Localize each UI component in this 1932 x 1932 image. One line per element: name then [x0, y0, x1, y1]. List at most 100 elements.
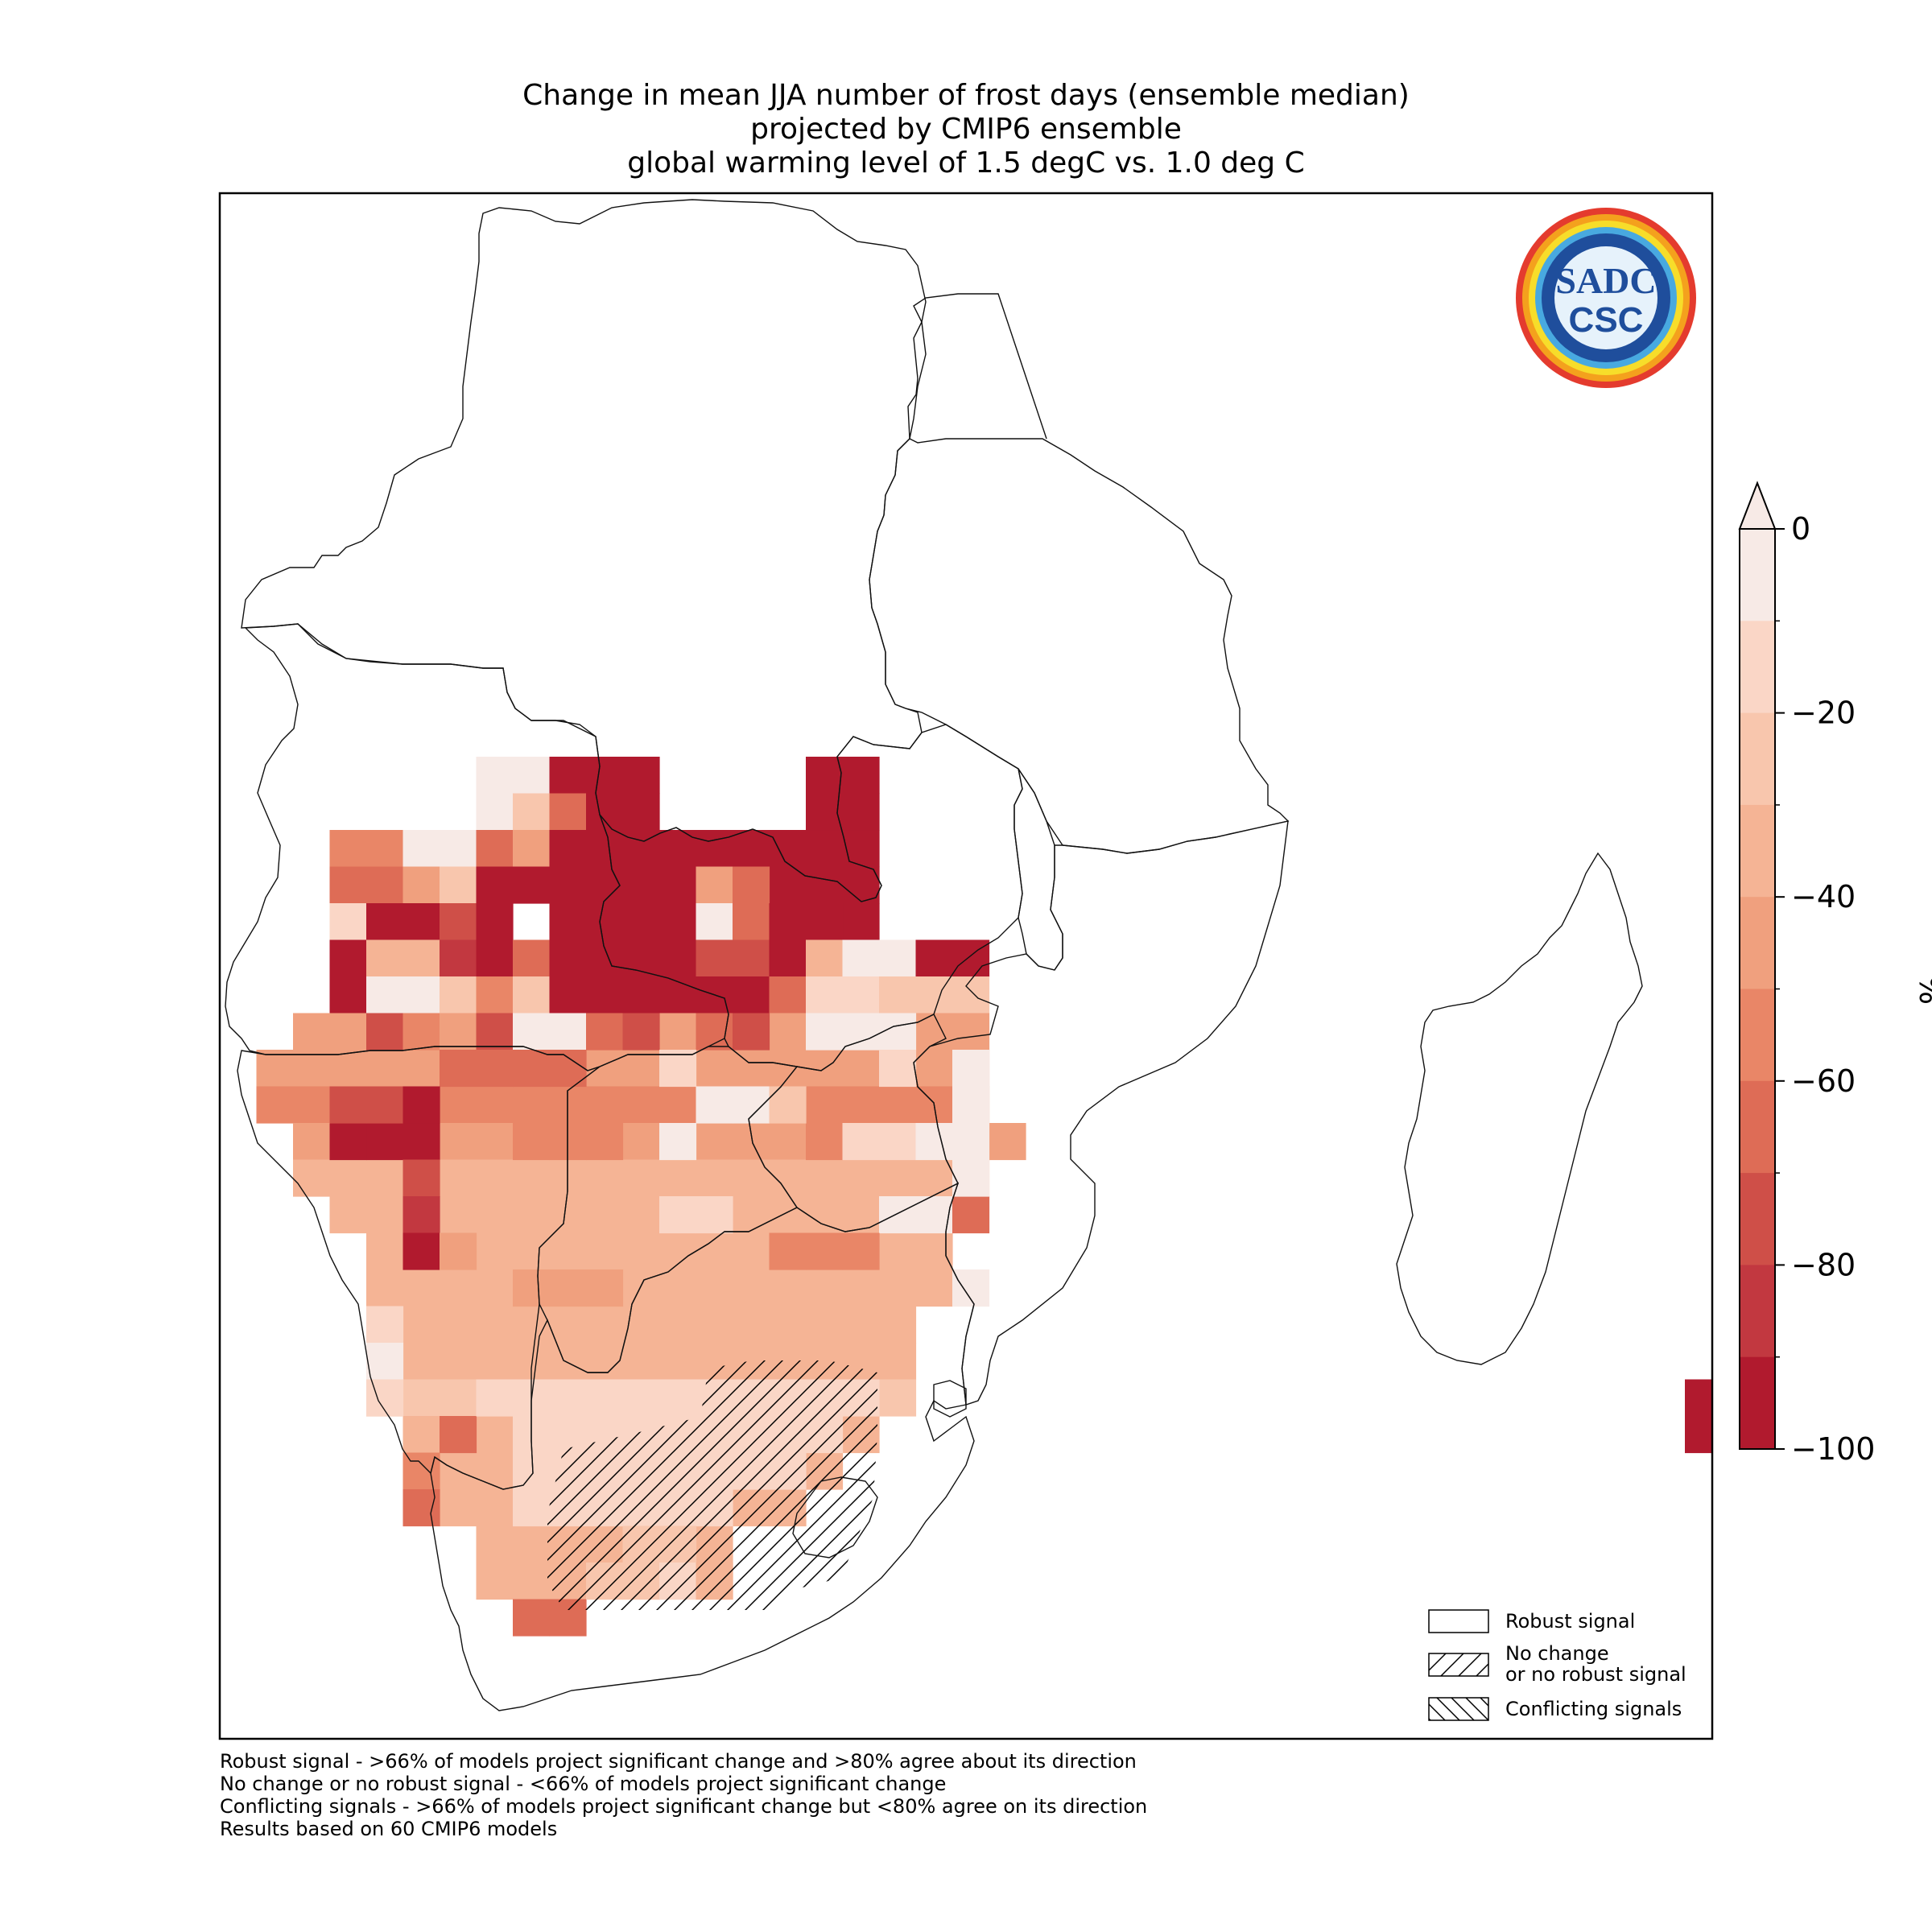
colorbar-segment [1740, 712, 1775, 806]
heatmap-cell [440, 1050, 477, 1088]
heatmap-cell [842, 793, 880, 831]
heatmap-cell [696, 1196, 733, 1234]
heatmap-cell [513, 1599, 551, 1637]
heatmap-cell [622, 757, 660, 795]
heatmap-cell [806, 939, 844, 977]
heatmap-cell [696, 1269, 733, 1307]
lesotho-outline [792, 1476, 878, 1558]
heatmap-cell [440, 1379, 477, 1417]
heatmap-cell [659, 1086, 697, 1124]
heatmap-cell [622, 1013, 660, 1051]
heatmap-cell [402, 903, 440, 941]
heatmap-cell [513, 1050, 551, 1088]
heatmap-cell [402, 1086, 440, 1124]
heatmap-cell [842, 1232, 880, 1270]
colorbar-tick-label: −100 [1791, 1431, 1875, 1467]
heatmap-cell [806, 757, 844, 795]
heatmap-cell [769, 1050, 807, 1088]
heatmap-cell [402, 939, 440, 977]
heatmap-cell [586, 1379, 624, 1417]
colorbar-segment [1740, 1173, 1775, 1265]
heatmap-cell [659, 1013, 697, 1051]
heatmap-cell [440, 1086, 477, 1124]
heatmap-cell [513, 793, 551, 831]
map-panel [220, 193, 1712, 1739]
heatmap-cell [402, 1343, 440, 1381]
heatmap-cell [440, 1232, 477, 1270]
heatmap-cell [402, 1159, 440, 1197]
heatmap-cell [659, 1196, 697, 1234]
no-robust-signal-hatch-area [547, 1360, 877, 1610]
legend-label-no-change-line2: or no robust signal [1505, 1663, 1686, 1686]
heatmap-cell [915, 1159, 953, 1197]
colorbar-tick-label: −80 [1791, 1247, 1856, 1282]
heatmap-cell [513, 1452, 551, 1490]
heatmap-cell [842, 1196, 880, 1234]
heatmap-cell [549, 1306, 587, 1344]
colorbar-segments [1740, 529, 1775, 1450]
colorbar-segment [1740, 621, 1775, 714]
south-africa-outline [430, 1182, 975, 1711]
colorbar-segment [1740, 1356, 1775, 1450]
heatmap-cell [696, 1050, 733, 1088]
heatmap-cell [586, 1306, 624, 1344]
heatmap-cell [879, 1159, 917, 1197]
heatmap-cell [879, 1269, 917, 1307]
heatmap-cell [549, 830, 587, 868]
heatmap-cell [402, 830, 440, 868]
heatmap-cell [806, 1013, 844, 1051]
heatmap-cell [842, 830, 880, 868]
heatmap-cell [769, 1123, 807, 1161]
heatmap-cell [476, 757, 514, 795]
map-frame [218, 192, 1714, 1740]
heatmap-cell [842, 1086, 880, 1124]
logo-mark-top: SADC [1555, 260, 1656, 301]
heatmap-cell [440, 866, 477, 904]
colorbar-segment [1740, 989, 1775, 1082]
heatmap-cell [586, 866, 624, 904]
heatmap-cell [733, 1013, 770, 1051]
heatmap-cell [806, 830, 844, 868]
country-borders [225, 199, 1643, 1711]
heatmap-cell [659, 1379, 697, 1417]
heatmap-cell [549, 1013, 587, 1051]
heatmap-cell [513, 757, 551, 795]
heatmap-cell [622, 903, 660, 941]
heatmap-cell [476, 1050, 514, 1088]
heatmap-cell [402, 866, 440, 904]
heatmap-cell [513, 1306, 551, 1344]
heatmap-cell [476, 1416, 514, 1454]
heatmap-cell [549, 1232, 587, 1270]
heatmap-cell [476, 1269, 514, 1307]
heatmap-cell [440, 939, 477, 977]
heatmap-cell [366, 866, 404, 904]
heatmap-cell [769, 1306, 807, 1344]
heatmap-cell [513, 976, 551, 1014]
heatmap-cell [1685, 1379, 1712, 1417]
heatmap-cell [329, 903, 367, 941]
heatmap-cell [549, 976, 587, 1014]
heatmap-cell [659, 1269, 697, 1307]
heatmap-cell [402, 1232, 440, 1270]
heatmap-cell [733, 976, 770, 1014]
heatmap-cell [549, 1343, 587, 1381]
heatmap-cell [879, 976, 917, 1014]
heatmap-cell [366, 903, 404, 941]
colorbar-unit-label: % [1913, 976, 1932, 1005]
heatmap-cell [733, 1196, 770, 1234]
heatmap-cell [769, 939, 807, 977]
heatmap-cell [769, 830, 807, 868]
heatmap-cell [952, 1013, 990, 1051]
colorbar: 0 −20 −40 −60 −80 −100 % [1738, 481, 1932, 1467]
heatmap-cell [256, 1050, 294, 1088]
heatmap-cell [513, 1563, 551, 1600]
heatmap-cell [659, 1343, 697, 1381]
heatmap-cell [513, 1232, 551, 1270]
legend-label-no-change-line1: No change [1505, 1642, 1609, 1665]
heatmap-cell [402, 1013, 440, 1051]
heatmap-cell [915, 939, 953, 977]
heatmap-cell [476, 1525, 514, 1563]
heatmap-cell [476, 1086, 514, 1124]
footnote-model-count: Results based on 60 CMIP6 models [220, 1818, 558, 1840]
heatmap-cell [622, 1050, 660, 1088]
